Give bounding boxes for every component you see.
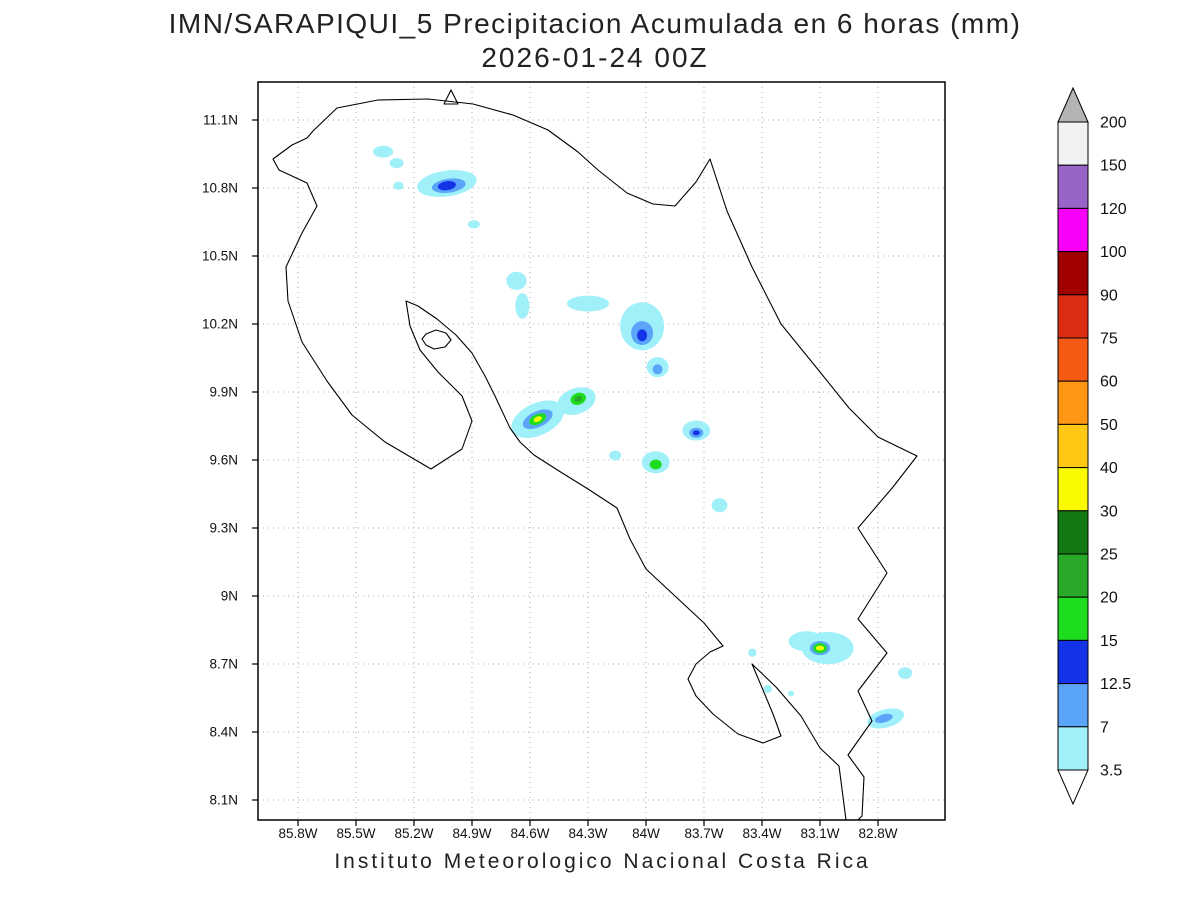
- lat-tick-label: 8.7N: [209, 656, 238, 672]
- colorbar-segment: [1057, 380, 1089, 425]
- lon-tick-label: 84W: [632, 826, 660, 841]
- precip-cell: [787, 690, 795, 697]
- colorbar-tick-label: 40: [1100, 460, 1118, 477]
- precip-cell: [533, 416, 542, 423]
- colorbar-tick-label: 25: [1100, 547, 1118, 564]
- lat-tick-label: 9.6N: [209, 452, 238, 468]
- colorbar-tick-label: 120: [1100, 201, 1127, 218]
- colorbar-segment: [1057, 121, 1089, 166]
- lon-tick-label: 83.7W: [684, 826, 724, 841]
- colorbar-segment: [1057, 639, 1089, 685]
- colorbar-legend: 200 150 120 100 90 75 60 50 40 30 25 20 15 12.5 7 3.5: [1050, 86, 1190, 816]
- colorbar-tick-label: 3.5: [1100, 763, 1122, 780]
- graticule: [258, 82, 945, 820]
- lat-tick-label: 9N: [220, 588, 238, 604]
- precip-cell: [874, 713, 893, 724]
- precip-cells: [373, 145, 913, 729]
- precip-cell: [437, 181, 456, 191]
- precip-cell: [649, 459, 662, 470]
- lon-tick-label: 84.6W: [510, 826, 550, 841]
- border-islet-outline: [443, 89, 459, 105]
- colorbar-segment: [1057, 553, 1089, 598]
- precip-cell: [898, 667, 913, 679]
- precip-cell: [506, 271, 527, 290]
- isla-chira-outline: [421, 329, 452, 350]
- lat-tick-label: 11.1N: [202, 112, 238, 128]
- latitude-axis: 11.1N 10.8N 10.5N 10.2N 9.9N 9.6N 9.3N 9N 8.7N 8.…: [0, 82, 250, 820]
- precip-cell: [748, 648, 757, 657]
- axis-ticks: [252, 119, 879, 826]
- precip-cell: [815, 645, 825, 651]
- colorbar-tick-label: 200: [1100, 115, 1127, 132]
- lon-tick-label: 83.4W: [742, 826, 782, 841]
- colorbar-tick-label: 7: [1100, 719, 1109, 736]
- colorbar-segment: [1057, 726, 1089, 771]
- precip-cell: [574, 395, 583, 402]
- colorbar-tick-label: 150: [1100, 158, 1127, 175]
- colorbar-segment: [1057, 683, 1089, 728]
- colorbar-segment: [1057, 251, 1089, 296]
- lon-tick-label: 84.3W: [568, 826, 608, 841]
- lat-tick-label: 8.4N: [209, 724, 238, 740]
- precip-cell: [711, 498, 728, 513]
- lon-tick-label: 82.8W: [858, 826, 898, 841]
- lat-tick-label: 9.3N: [209, 520, 238, 536]
- lat-tick-label: 10.8N: [201, 180, 238, 196]
- lon-tick-label: 85.8W: [278, 826, 318, 841]
- precip-cell: [763, 684, 772, 694]
- colorbar-tick-label: 100: [1100, 244, 1127, 261]
- lat-tick-label: 8.1N: [209, 792, 238, 808]
- colorbar-arrow-top: [1057, 86, 1089, 123]
- colorbar-tick-label: 90: [1100, 287, 1118, 304]
- lon-tick-label: 85.2W: [394, 826, 434, 841]
- coastline-group: [272, 89, 918, 820]
- precip-cell: [467, 220, 480, 229]
- precip-cell: [692, 430, 700, 436]
- chart-title: IMN/SARAPIQUI_5 Precipitacion Acumulada …: [168, 8, 1022, 39]
- lat-tick-label: 10.2N: [201, 316, 238, 332]
- colorbar-segment: [1057, 596, 1089, 641]
- colorbar-tick-label: 50: [1100, 417, 1118, 434]
- footer-caption: Instituto Meteorologico Nacional Costa R…: [334, 850, 871, 873]
- precip-cell: [652, 364, 663, 375]
- lon-tick-label: 83.1W: [800, 826, 840, 841]
- colorbar-tick-label: 75: [1100, 331, 1118, 348]
- precip-cell: [637, 329, 648, 342]
- colorbar-segment: [1057, 294, 1089, 339]
- colorbar-segment: [1057, 207, 1089, 253]
- colorbar-segment: [1057, 337, 1089, 382]
- lat-tick-label: 9.9N: [209, 384, 238, 400]
- lat-tick-label: 10.5N: [201, 248, 238, 264]
- colorbar-segment: [1057, 423, 1089, 469]
- colorbar-tick-label: 20: [1100, 590, 1118, 607]
- colorbar-tick-label: 60: [1100, 374, 1118, 391]
- precip-cell: [393, 181, 404, 190]
- chart-subtitle-datetime: 2026-01-24 00Z: [481, 42, 709, 73]
- colorbar-tick-label: 30: [1100, 503, 1118, 520]
- colorbar-tick-label: 12.5: [1100, 676, 1131, 693]
- colorbar-arrow-bottom: [1057, 769, 1089, 806]
- colorbar-segment: [1057, 467, 1089, 512]
- precip-cell: [389, 158, 404, 169]
- precip-cell: [515, 293, 530, 319]
- precip-cell: [373, 145, 394, 158]
- colorbar-segment: [1057, 510, 1089, 555]
- precip-cell: [609, 450, 622, 461]
- colorbar-segment: [1057, 164, 1089, 209]
- lon-tick-label: 84.9W: [452, 826, 492, 841]
- coastline: [272, 98, 918, 820]
- longitude-axis: 85.8W 85.5W 85.2W 84.9W 84.6W 84.3W 84W 83.7W 83…: [258, 826, 945, 844]
- costa-rica-map: [252, 81, 946, 826]
- colorbar-tick-label: 15: [1100, 633, 1118, 650]
- precip-cell: [566, 295, 610, 312]
- plot-frame: [257, 81, 946, 821]
- map-plot-area: [250, 74, 953, 828]
- lon-tick-label: 85.5W: [336, 826, 376, 841]
